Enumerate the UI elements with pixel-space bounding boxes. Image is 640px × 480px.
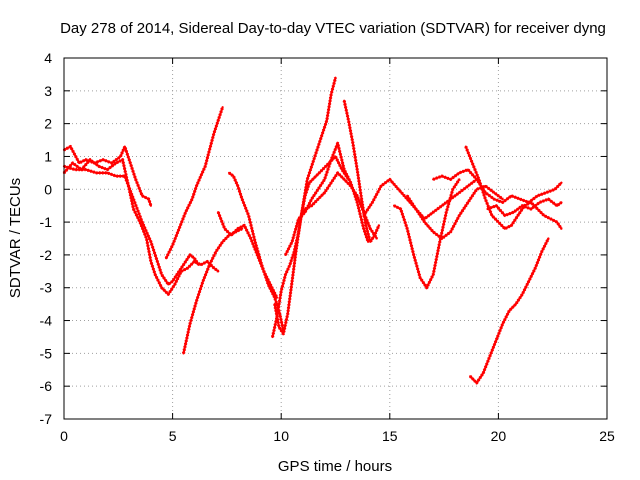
y-axis-label: SDTVAR / TECUs [7, 178, 24, 298]
x-axis-ticks: 0 5 10 15 20 25 [60, 58, 615, 444]
series-arc-18 [469, 237, 550, 384]
series-markers-arc-5 [181, 227, 243, 354]
y-tick-label: 3 [44, 83, 52, 99]
series-arc-2 [62, 145, 152, 207]
y-tick-label: -1 [40, 214, 53, 230]
series-arc-16 [432, 168, 563, 204]
series-arc-1 [62, 158, 220, 296]
plot-frame [63, 57, 608, 420]
x-tick-label: 10 [273, 428, 289, 444]
series-arc-9 [273, 155, 350, 335]
y-tick-label: -2 [40, 247, 53, 263]
chart-title: Day 278 of 2014, Sidereal Day-to-day VTE… [60, 20, 606, 37]
series-markers-arc-2 [63, 145, 153, 207]
y-tick-label: 0 [44, 181, 52, 197]
series-markers-arc-9 [273, 154, 350, 336]
x-tick-label: 20 [491, 428, 507, 444]
x-axis-label: GPS time / hours [278, 458, 392, 475]
grid-lines [64, 58, 607, 419]
data-series [62, 76, 563, 385]
series-arc-3 [62, 165, 200, 286]
y-tick-label: -7 [40, 411, 53, 427]
series-arc-17 [464, 145, 563, 230]
series-arc-12 [343, 99, 380, 243]
series-arc-14 [393, 178, 461, 289]
y-tick-label: 2 [44, 116, 52, 132]
y-tick-label: -6 [40, 378, 53, 394]
y-tick-label: -4 [40, 313, 53, 329]
y-tick-label: -5 [40, 345, 53, 361]
series-arc-15 [406, 184, 504, 240]
y-axis-ticks: -7 -6 -5 -4 -3 -2 -1 0 1 2 3 4 [40, 50, 607, 427]
x-tick-label: 0 [60, 428, 68, 444]
series-markers-arc-3 [63, 164, 201, 286]
y-tick-label: 1 [44, 148, 52, 164]
x-tick-label: 15 [382, 428, 398, 444]
x-tick-label: 5 [169, 428, 177, 444]
x-tick-label: 25 [599, 428, 615, 444]
series-arc-19 [486, 198, 563, 217]
series-arc-4 [165, 106, 224, 260]
y-tick-label: 4 [44, 50, 52, 66]
y-tick-label: -3 [40, 280, 53, 296]
series-arc-5 [182, 227, 244, 355]
series-arc-7 [228, 171, 285, 332]
